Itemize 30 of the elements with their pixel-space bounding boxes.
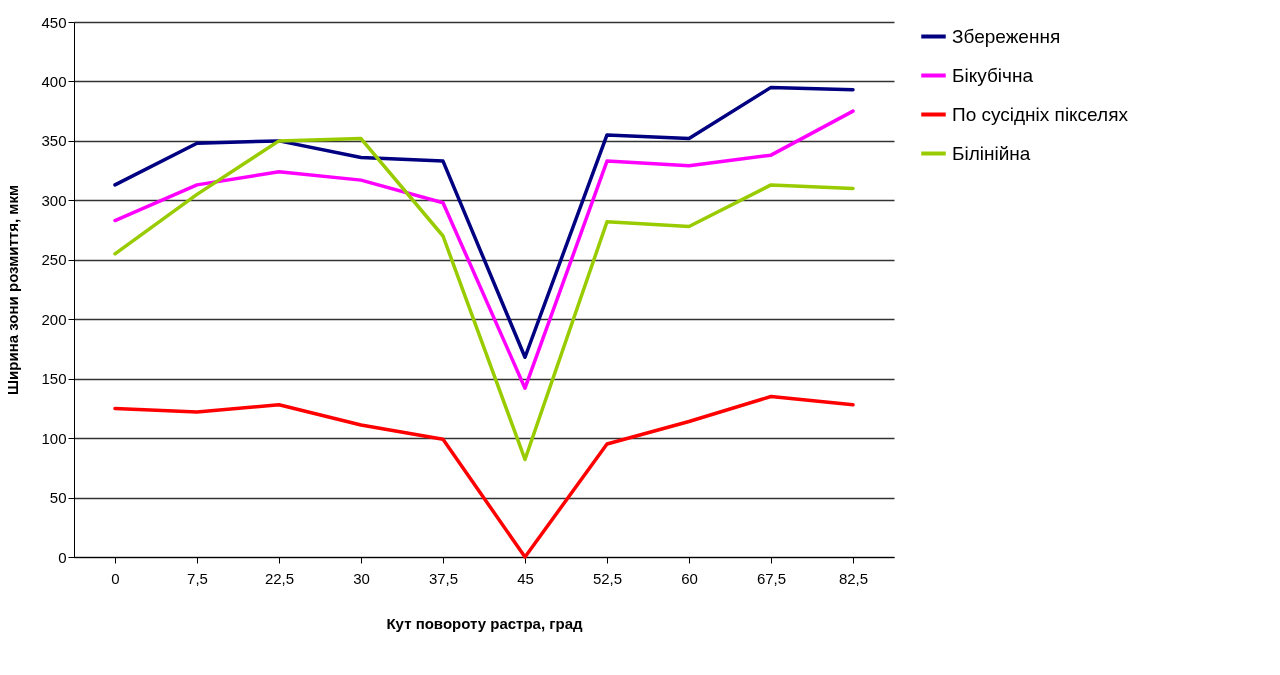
y-axis-title: Ширина зони розмиття, мкм: [4, 185, 22, 395]
x-tick-label: 45: [517, 569, 534, 587]
x-tick-label: 30: [353, 569, 370, 587]
legend-label: Білінійна: [952, 142, 1031, 164]
y-tick-label: 200: [41, 310, 67, 328]
x-tick-label: 60: [681, 569, 698, 587]
y-tick-label: 0: [58, 548, 67, 566]
x-tick-label: 7,5: [187, 569, 208, 587]
x-tick-label: 22,5: [264, 569, 295, 587]
legend-label: Бікубічна: [952, 64, 1034, 86]
y-tick-label: 350: [41, 132, 67, 150]
legend-label: Збереження: [952, 25, 1061, 47]
y-tick-label: 400: [41, 72, 67, 90]
y-tick-label: 450: [41, 13, 67, 31]
line-series: [113, 109, 855, 390]
y-tick-label: 250: [41, 251, 67, 269]
x-tick-label: 37,5: [428, 569, 459, 587]
line-series: [113, 85, 855, 360]
x-tick-label: 82,5: [838, 569, 869, 587]
x-tick-label: 67,5: [756, 569, 787, 587]
line-series: [113, 394, 855, 559]
line-series: [113, 136, 855, 462]
y-tick-label: 150: [41, 370, 67, 388]
y-tick-label: 50: [49, 489, 67, 507]
y-tick-label: 300: [41, 191, 67, 209]
x-tick-label: 52,5: [592, 569, 623, 587]
x-axis-title: Кут повороту растра, град: [386, 614, 584, 632]
legend-label: По сусідніх пікселях: [952, 103, 1129, 125]
x-tick-label: 0: [111, 569, 120, 587]
y-tick-label: 100: [41, 429, 67, 447]
